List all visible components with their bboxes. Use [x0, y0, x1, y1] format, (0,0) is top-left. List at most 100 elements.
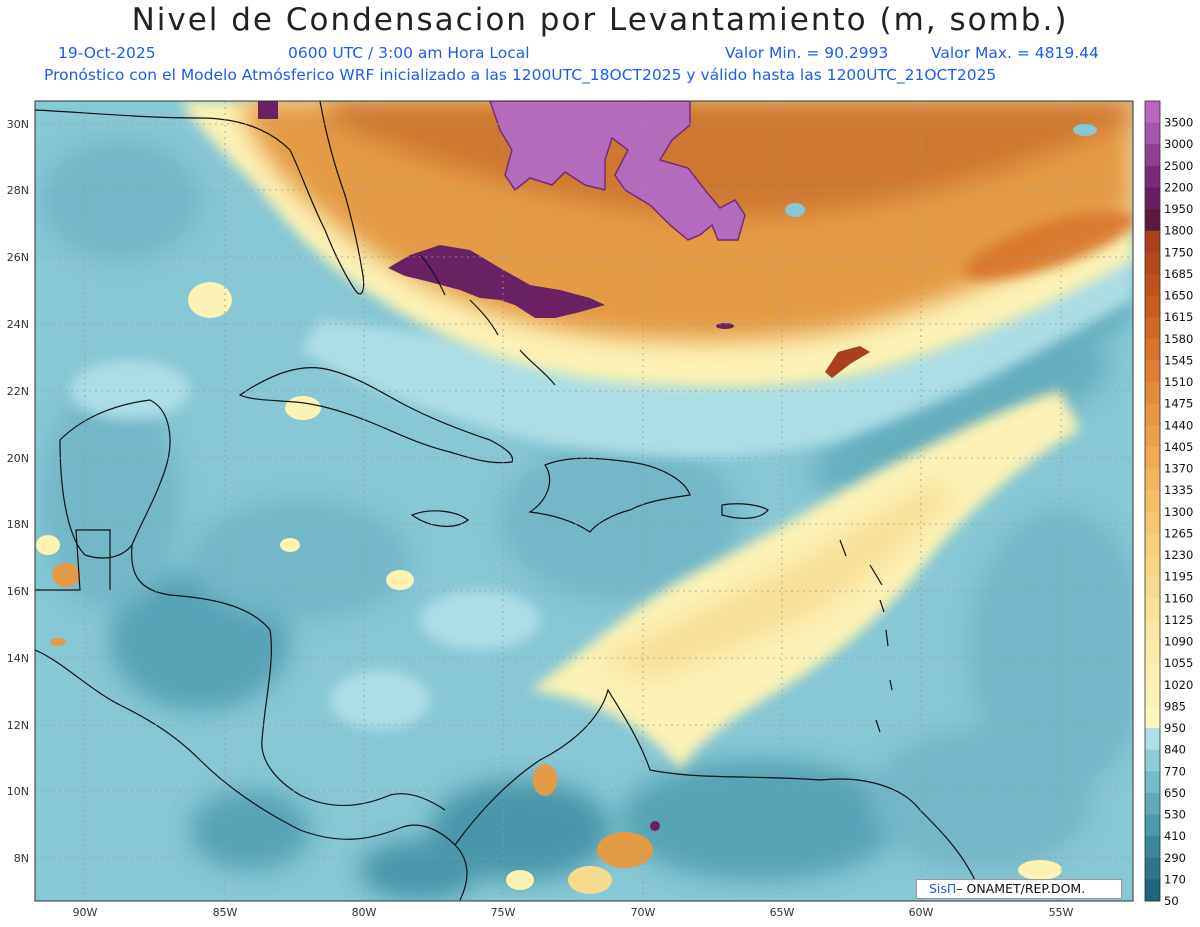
colorbar-swatch	[1145, 511, 1160, 534]
credit-box: SisΠ– ONAMET/REP.DOM.	[916, 879, 1122, 899]
coast-cuba	[238, 367, 514, 464]
colorbar-swatch	[1145, 792, 1160, 816]
field-dark-purple-band	[388, 245, 605, 318]
lat-label: 30N	[7, 118, 29, 131]
lcl-field	[35, 101, 1133, 901]
colorbar-frame	[1144, 100, 1161, 902]
colorbar-label: 1750	[1164, 245, 1193, 259]
sispi-logo-text: SisΠ	[929, 881, 957, 896]
field-pale-orange-east	[600, 480, 950, 680]
colorbar-swatch	[1145, 598, 1160, 621]
colorbar-swatch	[1145, 749, 1160, 772]
colorbar-label: 170	[1164, 872, 1186, 886]
lat-label: 26N	[7, 251, 29, 264]
coast-jamaica	[410, 510, 469, 527]
coast-yucatan	[59, 399, 171, 559]
colorbar-swatch	[1145, 425, 1160, 448]
colorbar-swatch	[1145, 252, 1160, 275]
colorbar-label: 410	[1164, 829, 1186, 843]
colorbar-label: 1650	[1164, 289, 1193, 303]
forecast-time: 0600 UTC / 3:00 am Hora Local	[288, 44, 530, 62]
lat-label: 22N	[7, 385, 29, 398]
colorbar-label: 1545	[1164, 353, 1193, 367]
colorbar-label: 1335	[1164, 483, 1193, 497]
colorbar-swatch	[1145, 641, 1160, 664]
colorbar-swatch	[1145, 317, 1160, 340]
colorbar-swatch	[1145, 706, 1160, 729]
colorbar-swatch	[1145, 771, 1160, 794]
colorbar-label: 3500	[1164, 116, 1193, 130]
graticule	[35, 101, 1133, 901]
colorbar-label: 950	[1164, 721, 1186, 735]
colorbar-label: 770	[1164, 764, 1186, 778]
colorbar-swatch	[1145, 619, 1160, 643]
colorbar-swatch	[1145, 403, 1160, 426]
field-purple-core	[489, 101, 746, 241]
colorbar-swatch	[1145, 360, 1160, 383]
colorbar-label: 1510	[1164, 375, 1193, 389]
colorbar-label: 1405	[1164, 440, 1193, 454]
colorbar-label: 1055	[1164, 656, 1193, 670]
lon-label: 85W	[213, 906, 238, 919]
colorbar-swatch	[1145, 857, 1160, 880]
colorbar-label: 985	[1164, 699, 1186, 713]
colorbar-swatch	[1145, 101, 1160, 124]
colorbar-label: 1230	[1164, 548, 1193, 562]
colorbar-swatch	[1145, 230, 1160, 253]
map-frame	[34, 100, 1134, 902]
credit-text: – ONAMET/REP.DOM.	[956, 881, 1086, 896]
colorbar-label: 50	[1164, 894, 1179, 908]
field-light-cyan	[70, 240, 1133, 730]
lon-label: 70W	[631, 906, 656, 919]
field-small-cells	[36, 124, 1097, 894]
colorbar-label: 1370	[1164, 462, 1193, 476]
lat-label: 18N	[7, 518, 29, 531]
lon-label: 75W	[491, 906, 516, 919]
colorbar-swatch	[1145, 187, 1160, 210]
colorbar-swatch	[1145, 663, 1160, 686]
colorbar-swatch	[1145, 468, 1160, 491]
colorbar-swatch	[1145, 446, 1160, 470]
lon-label: 55W	[1049, 906, 1074, 919]
colorbar-swatch	[1145, 165, 1160, 188]
colorbar-label: 1090	[1164, 635, 1193, 649]
field-purple-cell-nw	[258, 101, 278, 119]
colorbar-label: 1950	[1164, 202, 1193, 216]
lon-label: 65W	[770, 906, 795, 919]
colorbar-label: 650	[1164, 786, 1186, 800]
colorbar: 3500 3000 2500 2200 1950 1800 1750 1685 1650 1615…	[1144, 100, 1193, 908]
lat-label: 24N	[7, 318, 29, 331]
colorbar-swatch	[1145, 490, 1160, 513]
min-value-label: Valor Min. = 90.2993	[725, 44, 889, 62]
colorbar-label: 1615	[1164, 310, 1193, 324]
lat-label: 16N	[7, 585, 29, 598]
colorbar-swatch	[1145, 684, 1160, 707]
colorbar-swatch	[1145, 209, 1160, 232]
colorbar-swatch	[1145, 728, 1160, 751]
coastlines	[35, 101, 976, 901]
lon-label: 80W	[352, 906, 377, 919]
colorbar-swatch	[1145, 295, 1160, 318]
colorbar-label: 1125	[1164, 613, 1193, 627]
colorbar-label: 1580	[1164, 332, 1193, 346]
colorbar-label: 1800	[1164, 224, 1193, 238]
lon-axis: 90W 85W 80W 75W 70W 65W 60W 55W	[73, 906, 1074, 919]
lat-axis: 30N 28N 26N 24N 22N 20N 18N 16N 14N 12N …	[7, 118, 29, 865]
max-value-label: Valor Max. = 4819.44	[931, 44, 1099, 62]
colorbar-label: 1440	[1164, 418, 1193, 432]
coast-central-america-east	[131, 544, 446, 811]
field-orange-streak	[964, 210, 1133, 280]
coast-central-america	[35, 649, 468, 901]
coast-hispaniola	[528, 457, 691, 533]
coast-lesser-antilles	[839, 539, 893, 733]
colorbar-label: 1265	[1164, 526, 1193, 540]
colorbar-label: 290	[1164, 851, 1186, 865]
lat-label: 20N	[7, 452, 29, 465]
colorbar-label: 840	[1164, 743, 1186, 757]
lon-label: 60W	[909, 906, 934, 919]
colorbar-label: 530	[1164, 808, 1186, 822]
coast-south-america	[454, 688, 976, 881]
lat-label: 10N	[7, 785, 29, 798]
colorbar-swatch	[1145, 382, 1160, 405]
